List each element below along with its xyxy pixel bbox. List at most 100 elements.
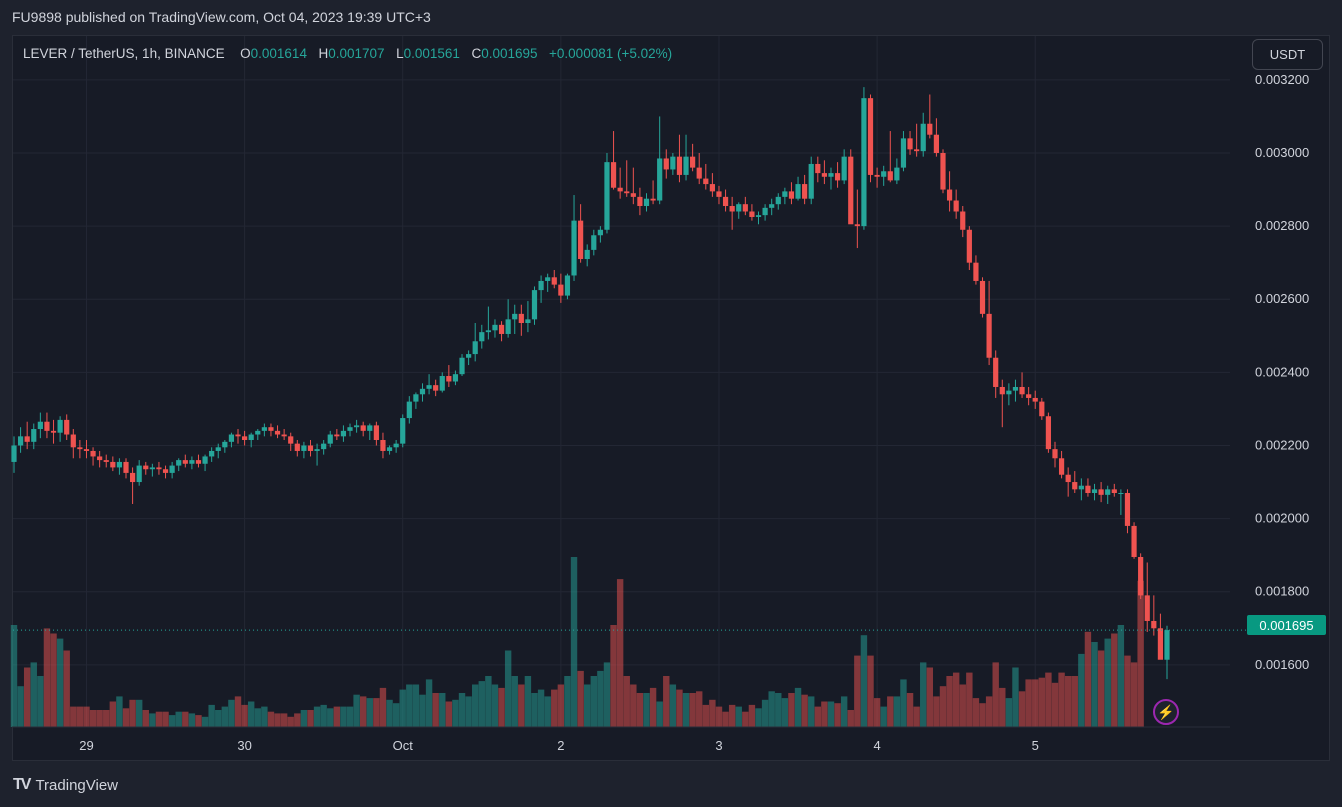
price-tick-label: 0.002400 (1255, 364, 1309, 379)
tradingview-logo[interactable]: TV TradingView (13, 776, 118, 794)
volume-bar (781, 698, 789, 727)
time-tick-label: 4 (873, 738, 880, 753)
volume-bar (234, 696, 242, 727)
volume-bar (531, 693, 538, 727)
candle-body (492, 324, 498, 331)
candle-body (472, 341, 478, 355)
time-tick-label: 5 (1032, 738, 1039, 753)
candle-body (709, 184, 715, 192)
volume-bar (386, 699, 393, 727)
candle-body (512, 313, 518, 320)
volume-bar (959, 684, 966, 727)
candle-body (993, 357, 999, 387)
candle-body (828, 173, 834, 177)
candle-body (1151, 620, 1157, 629)
candle-body (143, 465, 149, 470)
volume-bar (900, 679, 907, 727)
candle-body (933, 134, 939, 153)
candle-body (327, 434, 333, 444)
candle-body (703, 178, 709, 185)
volume-bar (511, 676, 518, 727)
candle-body (1006, 390, 1012, 395)
volume-bar (834, 703, 841, 727)
volume-bar (979, 703, 986, 727)
candle-body (808, 163, 814, 199)
candle-body (1032, 397, 1038, 402)
volume-bar (775, 693, 782, 727)
candle-body (156, 467, 162, 470)
lightning-icon[interactable]: ⚡ (1153, 699, 1179, 725)
candle-body (742, 204, 748, 212)
volume-bar (939, 686, 947, 727)
volume-bar (168, 715, 176, 727)
candle-body (1164, 630, 1170, 660)
candle-body (894, 167, 900, 181)
volume-bar (109, 701, 117, 727)
candle-body (479, 332, 485, 342)
volume-bar (854, 655, 861, 727)
volume-bar (485, 676, 492, 727)
currency-button[interactable]: USDT (1252, 39, 1323, 70)
candle-body (360, 425, 366, 431)
volume-bar (247, 701, 255, 727)
volume-bar (432, 693, 439, 727)
volume-bar (50, 633, 57, 727)
volume-bar (254, 708, 261, 727)
volume-bar (610, 625, 617, 727)
candle-body (861, 98, 867, 227)
volume-bar (715, 706, 723, 727)
candle-body (189, 460, 195, 464)
candle-body (77, 447, 83, 450)
volume-bar (564, 676, 571, 727)
candle-body (1072, 482, 1078, 490)
high-value: 0.001707 (328, 46, 385, 61)
volume-bar (122, 708, 130, 727)
price-axis: 0.003200 0.003000 0.002800 0.002600 0.002400… (1255, 72, 1309, 672)
candle-body (907, 138, 913, 150)
candle-body (769, 204, 775, 208)
volume-bar (788, 693, 795, 727)
candle-body (802, 184, 808, 199)
volume-bar (23, 667, 31, 727)
symbol-label[interactable]: LEVER / TetherUS, 1h, BINANCE (23, 46, 225, 61)
volume-bar (630, 684, 637, 727)
candle-body (1045, 416, 1052, 450)
candle-body (762, 207, 768, 216)
candle-body (11, 445, 17, 462)
candle-body (340, 430, 347, 437)
volume-bar (412, 684, 420, 727)
volume-bar (333, 706, 341, 727)
volume-bar (603, 662, 611, 727)
candle-body (551, 277, 557, 285)
candle-body (380, 439, 386, 451)
candle-body (986, 313, 992, 358)
candle-body (604, 162, 610, 230)
volume-bar (682, 693, 690, 727)
volume-bar (748, 704, 756, 727)
volume-bar (1124, 655, 1131, 727)
volume-bar (155, 711, 163, 727)
volume-bar (241, 704, 248, 727)
volume-bar (70, 706, 77, 727)
price-tick-label: 0.001600 (1255, 657, 1309, 672)
volume-bar (221, 706, 229, 727)
candle-body (268, 427, 274, 431)
volume-bar (1130, 662, 1138, 727)
volume-bar (840, 696, 848, 727)
volume-bar (445, 701, 453, 727)
candle-body (209, 450, 215, 457)
candle-body (558, 284, 564, 296)
volume-bar (465, 696, 472, 727)
candle-body (1052, 449, 1058, 459)
candle-body (597, 229, 603, 236)
volume-bar (761, 699, 769, 727)
candle-body (643, 198, 650, 207)
volume-bar (472, 684, 479, 727)
volume-bar (1018, 691, 1026, 727)
time-tick-label: 30 (237, 738, 251, 753)
volume-bar (37, 676, 44, 727)
candle-body (531, 290, 538, 320)
candle-body (1118, 493, 1124, 495)
candle-body (17, 436, 24, 446)
